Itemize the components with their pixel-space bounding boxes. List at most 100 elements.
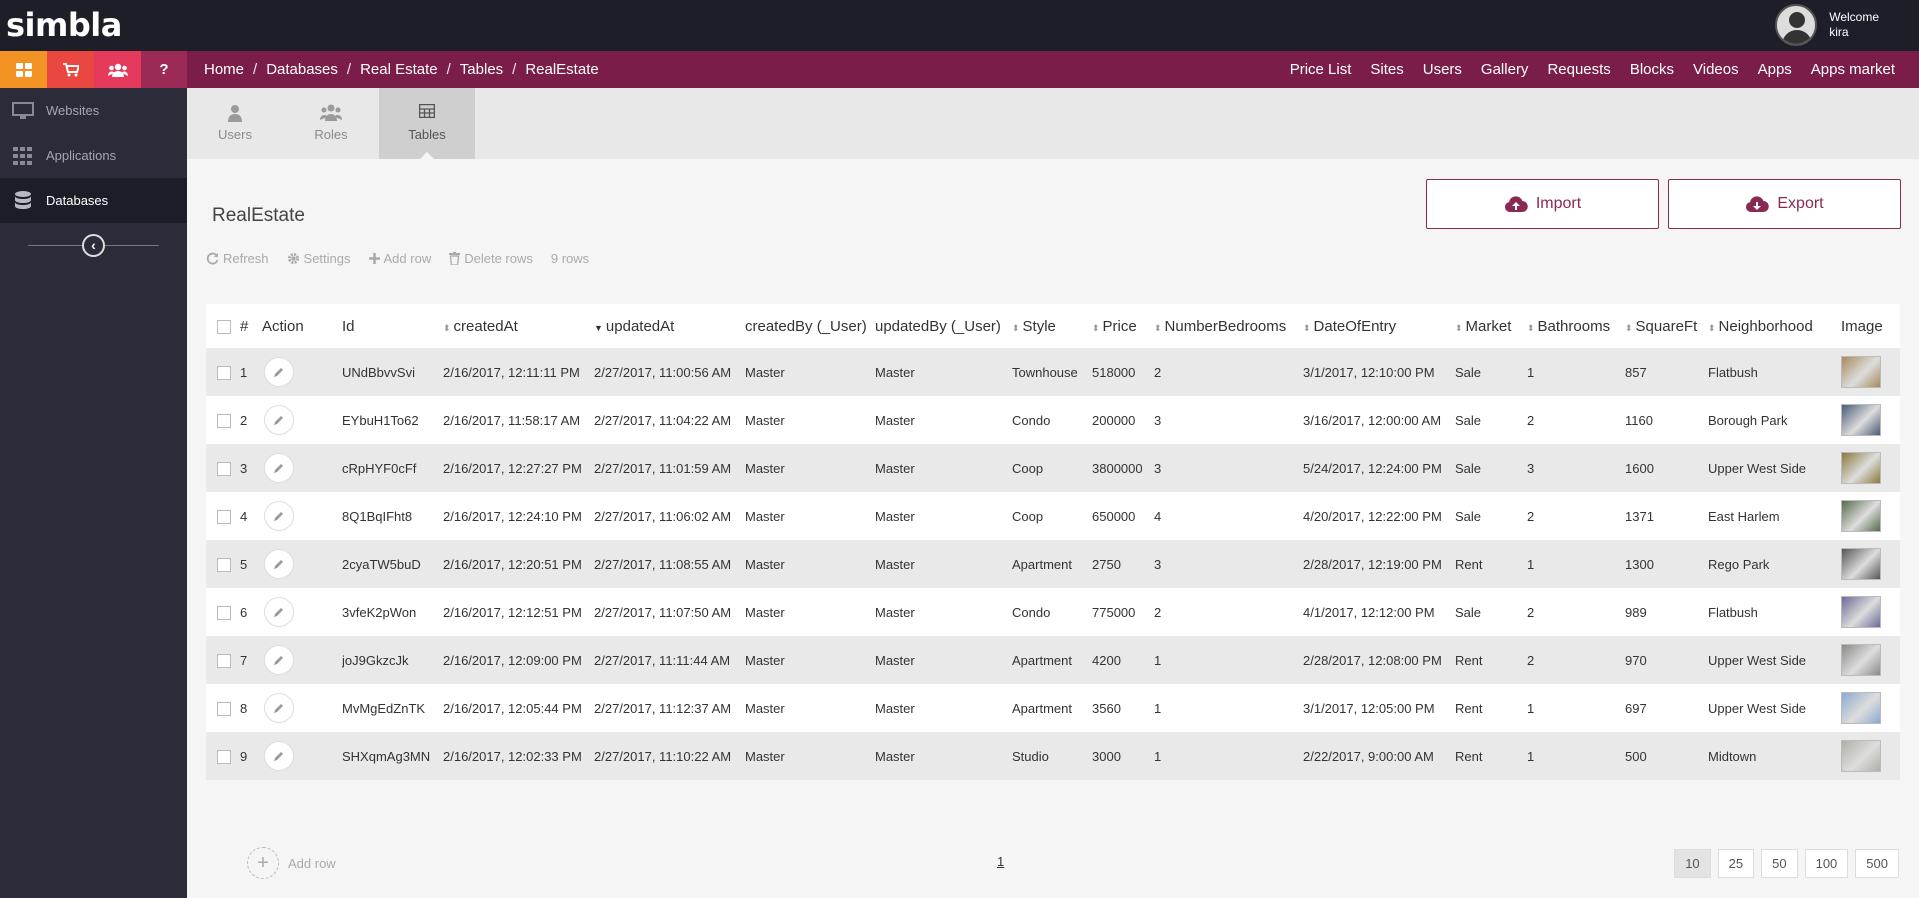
cell-neighborhood[interactable]: East Harlem — [1708, 508, 1780, 524]
property-thumbnail[interactable] — [1841, 692, 1881, 724]
cell-bathrooms[interactable]: 1 — [1527, 556, 1535, 572]
user-menu[interactable]: Welcome kira — [1775, 2, 1879, 48]
cell-bedrooms[interactable]: 2 — [1154, 604, 1162, 620]
cell-bathrooms[interactable]: 1 — [1527, 364, 1535, 380]
cell-neighborhood[interactable]: Flatbush — [1708, 364, 1758, 380]
add-row-toolbar-button[interactable]: Add row — [368, 251, 431, 266]
cell-style[interactable]: Studio — [1012, 748, 1049, 764]
chevron-left-icon[interactable]: ‹ — [82, 234, 105, 257]
cell-market[interactable]: Sale — [1455, 604, 1482, 620]
cell-market[interactable]: Sale — [1455, 412, 1482, 428]
property-thumbnail[interactable] — [1841, 548, 1881, 580]
table-row[interactable]: 8 MvMgEdZnTK 2/16/2017, 12:05:44 PM 2/27/20… — [206, 684, 1900, 732]
table-row[interactable]: 6 3vfeK2pWon 2/16/2017, 12:12:51 PM 2/27/20… — [206, 588, 1900, 636]
col-createdby[interactable]: createdBy (_User) — [745, 317, 867, 335]
cell-id[interactable]: SHXqmAg3MN — [342, 748, 431, 764]
col-updatedat[interactable]: ▼ updatedAt — [594, 304, 745, 348]
cell-createdat[interactable]: 2/16/2017, 12:27:27 PM — [443, 460, 582, 476]
cell-neighborhood[interactable]: Rego Park — [1708, 556, 1770, 572]
cell-price[interactable]: 3800000 — [1092, 460, 1143, 476]
cell-dateofentry[interactable]: 2/28/2017, 12:08:00 PM — [1303, 652, 1442, 668]
cell-createdat[interactable]: 2/16/2017, 12:02:33 PM — [443, 748, 582, 764]
row-checkbox[interactable] — [217, 509, 231, 524]
cell-bedrooms[interactable]: 1 — [1154, 748, 1162, 764]
nav-users[interactable]: Users — [1422, 61, 1462, 78]
cell-createdby[interactable]: Master — [745, 412, 785, 428]
col-style[interactable]: ⬍ Style — [1012, 304, 1092, 348]
cell-price[interactable]: 2750 — [1092, 556, 1121, 572]
edit-row-button[interactable] — [264, 549, 294, 579]
cell-updatedat[interactable]: 2/27/2017, 11:10:22 AM — [594, 748, 732, 764]
cell-bedrooms[interactable]: 3 — [1154, 460, 1162, 476]
row-checkbox[interactable] — [217, 365, 231, 380]
cell-id[interactable]: EYbuH1To62 — [342, 412, 419, 428]
cell-bedrooms[interactable]: 3 — [1154, 556, 1162, 572]
nav-apps[interactable]: Apps — [1757, 61, 1792, 78]
cell-bedrooms[interactable]: 4 — [1154, 508, 1162, 524]
cell-bathrooms[interactable]: 1 — [1527, 748, 1535, 764]
nav-apps-market[interactable]: Apps market — [1810, 61, 1895, 78]
cell-updatedat[interactable]: 2/27/2017, 11:06:02 AM — [594, 508, 732, 524]
sidebar-item-websites[interactable]: Websites — [0, 88, 187, 133]
page-size-50[interactable]: 50 — [1761, 849, 1798, 878]
row-checkbox[interactable] — [217, 413, 231, 428]
cell-dateofentry[interactable]: 4/1/2017, 12:12:00 PM — [1303, 604, 1435, 620]
sidebar-item-applications[interactable]: Applications — [0, 133, 187, 178]
cell-updatedat[interactable]: 2/27/2017, 11:11:44 AM — [594, 652, 731, 668]
cell-neighborhood[interactable]: Borough Park — [1708, 412, 1788, 428]
cell-id[interactable]: 8Q1BqIFht8 — [342, 508, 413, 524]
row-image-cell[interactable] — [1841, 492, 1900, 540]
row-image-cell[interactable] — [1841, 348, 1900, 396]
col-dateofentry[interactable]: ⬍ DateOfEntry — [1303, 304, 1455, 348]
cell-neighborhood[interactable]: Upper West Side — [1708, 700, 1807, 716]
col-updatedby[interactable]: updatedBy (_User) — [875, 317, 1001, 335]
cell-updatedat[interactable]: 2/27/2017, 11:07:50 AM — [594, 604, 732, 620]
cell-createdby[interactable]: Master — [745, 748, 785, 764]
col-id[interactable]: Id — [342, 317, 355, 335]
cell-updatedby[interactable]: Master — [875, 412, 915, 428]
simbla-logo[interactable]: simbla — [6, 6, 122, 44]
cell-market[interactable]: Rent — [1455, 556, 1483, 572]
cell-squareft[interactable]: 500 — [1625, 748, 1647, 764]
select-all-checkbox[interactable] — [217, 319, 231, 334]
property-thumbnail[interactable] — [1841, 356, 1881, 388]
cell-updatedby[interactable]: Master — [875, 460, 915, 476]
cell-id[interactable]: UNdBbvvSvi — [342, 364, 415, 380]
row-checkbox[interactable] — [217, 461, 231, 476]
nav-requests[interactable]: Requests — [1547, 61, 1611, 78]
cell-createdby[interactable]: Master — [745, 460, 785, 476]
cell-createdby[interactable]: Master — [745, 508, 785, 524]
table-row[interactable]: 2 EYbuH1To62 2/16/2017, 11:58:17 AM 2/27/20… — [206, 396, 1900, 444]
import-button[interactable]: Import — [1426, 179, 1659, 229]
tab-tables[interactable]: Tables — [379, 88, 475, 159]
cell-squareft[interactable]: 1160 — [1625, 412, 1653, 428]
cell-style[interactable]: Coop — [1012, 508, 1044, 524]
cell-market[interactable]: Rent — [1455, 748, 1483, 764]
edit-row-button[interactable] — [264, 693, 294, 723]
edit-row-button[interactable] — [264, 405, 294, 435]
settings-button[interactable]: Settings — [287, 251, 351, 266]
cell-bedrooms[interactable]: 1 — [1154, 700, 1162, 716]
cell-squareft[interactable]: 1300 — [1625, 556, 1654, 572]
cell-bathrooms[interactable]: 2 — [1527, 604, 1535, 620]
cell-bathrooms[interactable]: 2 — [1527, 508, 1535, 524]
cell-createdby[interactable]: Master — [745, 700, 785, 716]
cell-market[interactable]: Sale — [1455, 508, 1482, 524]
cell-updatedat[interactable]: 2/27/2017, 11:00:56 AM — [594, 364, 732, 380]
cell-dateofentry[interactable]: 3/1/2017, 12:10:00 PM — [1303, 364, 1435, 380]
col-market[interactable]: ⬍ Market — [1455, 304, 1527, 348]
col-createdat[interactable]: ⬍ createdAt — [443, 304, 594, 348]
cell-updatedby[interactable]: Master — [875, 652, 915, 668]
breadcrumb-tables[interactable]: Tables — [459, 61, 504, 78]
cell-bathrooms[interactable]: 3 — [1527, 460, 1535, 476]
table-row[interactable]: 7 joJ9GkzcJk 2/16/2017, 12:09:00 PM 2/27/20… — [206, 636, 1900, 684]
cell-style[interactable]: Apartment — [1012, 652, 1072, 668]
page-size-100[interactable]: 100 — [1804, 849, 1849, 878]
delete-rows-button[interactable]: Delete rows — [449, 251, 533, 266]
cell-createdby[interactable]: Master — [745, 652, 785, 668]
nav-blocks[interactable]: Blocks — [1629, 61, 1674, 78]
cell-neighborhood[interactable]: Upper West Side — [1708, 460, 1807, 476]
cell-id[interactable]: 2cyaTW5buD — [342, 556, 421, 572]
table-row[interactable]: 3 cRpHYF0cFf 2/16/2017, 12:27:27 PM 2/27/20… — [206, 444, 1900, 492]
page-size-10[interactable]: 10 — [1674, 849, 1711, 878]
